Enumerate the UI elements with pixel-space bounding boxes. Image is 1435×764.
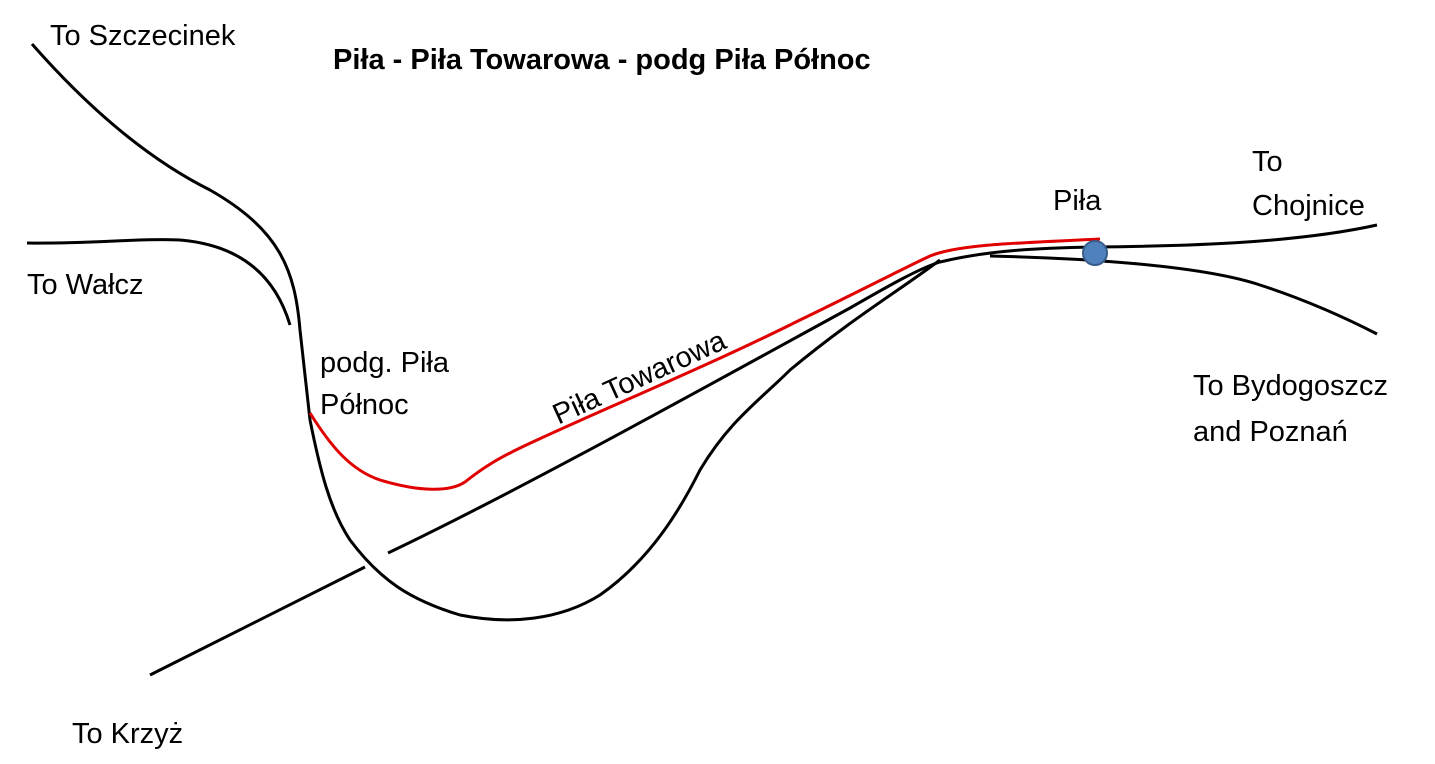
label-to-szczecinek: To Szczecinek xyxy=(50,22,235,51)
bydgoszcz-line xyxy=(989,254,1378,336)
label-to-bydgoszcz-poznan: To Bydogoszcz and Poznań xyxy=(1193,363,1388,455)
label-podg-line2: Północ xyxy=(320,389,409,421)
label-podg-pila-polnoc: podg. Piła Północ xyxy=(320,342,449,426)
label-to-krzyz-text: To Krzyż xyxy=(72,718,184,750)
szczecinek-loop-line xyxy=(30,43,941,622)
krzyz-line-upper xyxy=(387,223,1378,555)
label-podg-line1: podg. Piła xyxy=(320,347,449,379)
label-pila: Piła xyxy=(1053,187,1101,216)
label-to-walcz-text: To Wałcz xyxy=(27,269,144,301)
label-to-szczecinek-text: To Szczecinek xyxy=(50,20,236,52)
pila-station-dot xyxy=(1082,240,1108,266)
label-to-chojnice: To Chojnice xyxy=(1252,140,1365,228)
label-bydgoszcz-line2: and Poznań xyxy=(1193,416,1348,448)
label-pila-text: Piła xyxy=(1053,185,1102,217)
label-bydgoszcz-line1: To Bydogoszcz xyxy=(1193,370,1389,402)
label-to-krzyz: To Krzyż xyxy=(72,720,183,749)
label-to-walcz: To Wałcz xyxy=(27,271,144,300)
label-chojnice-line1: To xyxy=(1252,146,1283,178)
krzyz-line-lower xyxy=(149,565,366,677)
highlighted-route xyxy=(308,237,1101,491)
walcz-line xyxy=(26,238,292,326)
diagram-title: Piła - Piła Towarowa - podg Piła Północ xyxy=(333,44,871,76)
label-chojnice-line2: Chojnice xyxy=(1252,190,1365,222)
